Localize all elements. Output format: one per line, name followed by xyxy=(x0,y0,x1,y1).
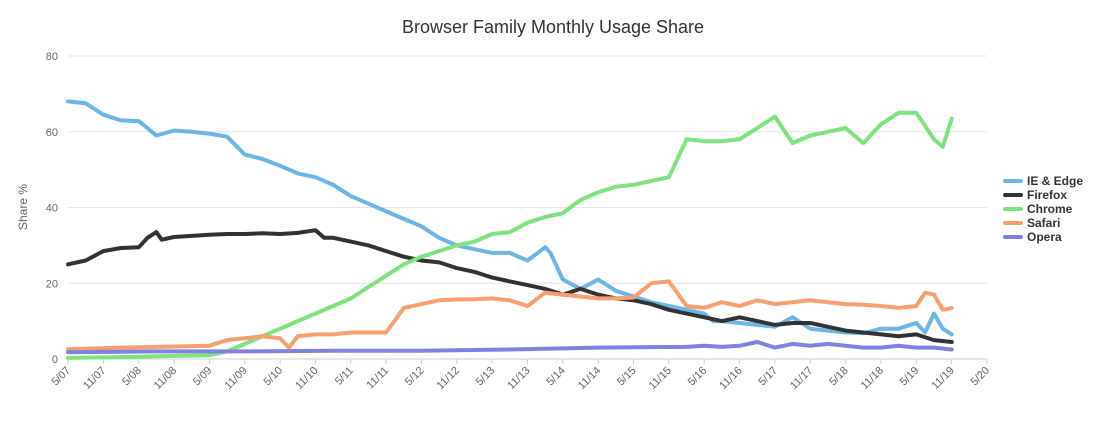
x-tick-label: 11/15 xyxy=(647,365,674,392)
series-line-chrome xyxy=(66,110,954,360)
y-tick-label: 40 xyxy=(46,203,58,215)
y-tick-labels: 0 20 40 60 80 xyxy=(46,51,58,366)
series-line-safari xyxy=(66,279,954,352)
x-tick-label: 11/13 xyxy=(505,365,532,392)
x-tick-label: 5/08 xyxy=(120,365,144,389)
x-tick-label: 11/07 xyxy=(81,365,108,392)
x-tick-label: 5/09 xyxy=(191,365,215,389)
x-tick-label: 11/18 xyxy=(859,365,886,392)
legend-label: Firefox xyxy=(1027,188,1067,202)
series-line-ie-edge xyxy=(66,99,954,337)
x-tick-label: 5/10 xyxy=(262,365,286,389)
x-tick-label: 11/08 xyxy=(152,365,179,392)
x-tick-label: 5/19 xyxy=(898,365,922,389)
legend-item-firefox[interactable]: Firefox xyxy=(1003,188,1067,202)
x-tick-label: 5/13 xyxy=(474,365,498,389)
chart-title: Browser Family Monthly Usage Share xyxy=(402,17,704,37)
y-tick-label: 60 xyxy=(46,127,58,139)
y-tick-label: 80 xyxy=(46,51,58,63)
x-tick-label: 5/17 xyxy=(756,365,780,389)
y-tick-label: 20 xyxy=(46,278,58,290)
legend-label: Chrome xyxy=(1027,202,1073,216)
x-tick-label: 11/10 xyxy=(293,365,320,392)
x-tick-label: 11/09 xyxy=(222,365,249,392)
series-line-opera xyxy=(66,340,954,355)
y-axis-label: Share % xyxy=(16,184,30,230)
x-tick-label: 5/07 xyxy=(49,365,73,389)
legend-item-chrome[interactable]: Chrome xyxy=(1003,202,1073,216)
x-tick-label: 5/12 xyxy=(403,365,427,389)
legend-item-opera[interactable]: Opera xyxy=(1003,230,1062,244)
x-tick-label: 5/16 xyxy=(686,365,710,389)
x-tick-label: 11/16 xyxy=(717,365,744,392)
x-tick-label: 5/11 xyxy=(333,365,356,388)
legend-label: IE & Edge xyxy=(1027,174,1083,188)
legend-item-ie-edge[interactable]: IE & Edge xyxy=(1003,174,1083,188)
legend-label: Safari xyxy=(1027,216,1060,230)
x-tick-label: 5/20 xyxy=(968,365,992,389)
x-tick-label: 11/12 xyxy=(435,365,462,392)
x-tick-label: 5/15 xyxy=(615,365,639,389)
series-lines xyxy=(66,99,954,360)
x-tick-label: 5/14 xyxy=(544,365,568,389)
y-tick-label: 0 xyxy=(52,354,58,366)
legend-label: Opera xyxy=(1027,230,1062,244)
grid-layer xyxy=(68,55,987,360)
x-tick-label: 11/17 xyxy=(788,365,815,392)
x-tick-labels: 5/07 11/07 5/08 11/08 5/09 11/09 5/10 11/10 5/11… xyxy=(49,359,992,392)
x-tick-label: 11/19 xyxy=(929,365,956,392)
legend-item-safari[interactable]: Safari xyxy=(1003,216,1060,230)
series-line-firefox xyxy=(66,228,954,344)
x-tick-label: 11/11 xyxy=(364,365,391,392)
x-tick-label: 5/18 xyxy=(827,365,851,389)
x-tick-label: 11/14 xyxy=(576,365,603,392)
